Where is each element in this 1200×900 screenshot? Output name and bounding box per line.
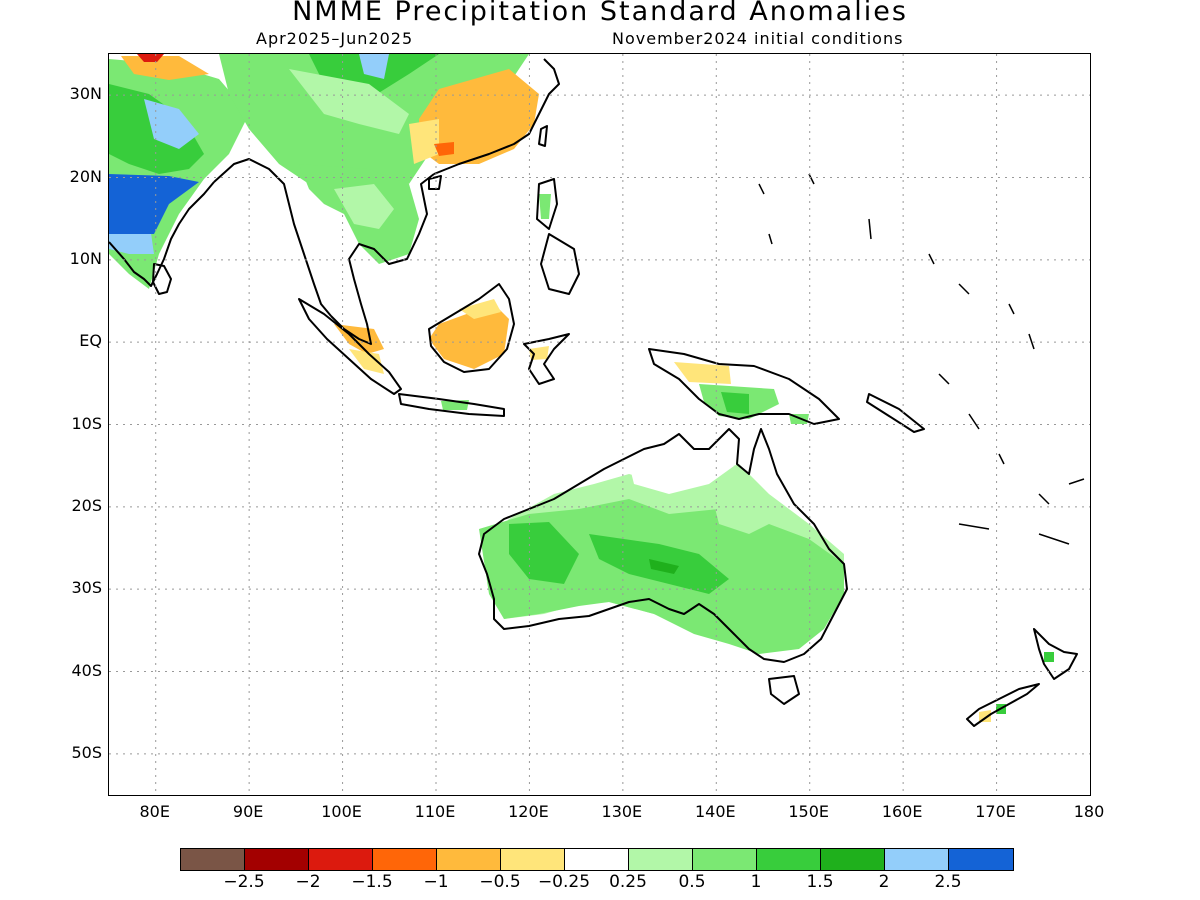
colorbar-tick-label: −1 [423, 872, 449, 892]
colorbar-tick-label: 2.5 [934, 872, 962, 892]
map-plot [109, 54, 1090, 795]
colorbar-swatch [501, 849, 565, 870]
anomaly-region-china-red [434, 142, 454, 156]
coastline-south-china [433, 58, 560, 175]
anomaly-region-india-lightblue [144, 99, 199, 149]
anomaly-region-borneo-orange [429, 304, 509, 369]
colorbar-swatch [629, 849, 693, 870]
anomaly-region-australia-deepgreen [649, 559, 679, 574]
coastline-solomon-islands [866, 393, 925, 433]
colorbar-swatch [693, 849, 757, 870]
map-title: NMME Precipitation Standard Anomalies [292, 0, 908, 27]
colorbar-tick-label: 1 [750, 872, 762, 892]
anomaly-region-nz-yellow [979, 710, 991, 722]
anomaly-region-india-blue [109, 174, 199, 234]
coastline-sumatra [298, 298, 402, 395]
colorbar-tick-label: 0.5 [678, 872, 706, 892]
coastline-nz-north [1033, 628, 1078, 680]
anomaly-region-australia-lightgreen-east [709, 484, 769, 534]
colorbar-tick-label: −2 [295, 872, 321, 892]
colorbar-tick-label: 2 [878, 872, 890, 892]
lon-tick-label: 110E [414, 802, 456, 821]
anomaly-region-china-yellow [409, 119, 439, 164]
lon-tick-label: 130E [601, 802, 643, 821]
lon-tick-label: 140E [694, 802, 736, 821]
coastline-tasmania [768, 675, 800, 705]
coastline-bangladesh-myanmar [213, 158, 332, 317]
colorbar-swatch [309, 849, 373, 870]
lat-tick-label: EQ [79, 331, 102, 351]
forecast-period: Apr2025–Jun2025 [256, 29, 414, 48]
colorbar-swatch [373, 849, 437, 870]
colorbar-tick-label: 1.5 [806, 872, 834, 892]
lat-tick-label: 20N [69, 166, 102, 186]
anomaly-region-indochina-lightgreen [334, 184, 394, 229]
lat-tick-label: 20S [71, 495, 102, 515]
colorbar-tick-label: −0.25 [537, 872, 591, 892]
map-frame [108, 53, 1091, 796]
colorbar-tick-label: 0.25 [609, 872, 647, 892]
lat-tick-label: 40S [71, 660, 102, 680]
colorbar-tick-label: −0.5 [479, 872, 521, 892]
colorbar-tick-label: −2.5 [223, 872, 265, 892]
coastline-sulawesi [523, 333, 570, 385]
colorbar-swatch [437, 849, 501, 870]
anomaly-region-china-orange [419, 69, 539, 164]
lon-tick-label: 160E [881, 802, 923, 821]
lat-tick-label: 10N [69, 248, 102, 268]
colorbar-swatch [565, 849, 629, 870]
colorbar-swatch [885, 849, 949, 870]
coastline-nz-south [966, 683, 1040, 727]
lat-tick-label: 30N [69, 84, 102, 104]
coastline-borneo [428, 283, 515, 373]
anomaly-region-philippines-green [539, 194, 551, 219]
coastline-philippines-luzon [536, 178, 558, 230]
lat-tick-label: 50S [71, 742, 102, 762]
anomaly-region-himalaya-red [137, 54, 164, 62]
lon-tick-label: 180 [1073, 802, 1105, 821]
anomaly-region-borneo-yellow [459, 299, 501, 319]
coastline-sri-lanka [152, 263, 172, 295]
anomaly-region-australia-white-north [629, 449, 734, 494]
lat-tick-label: 10S [71, 413, 102, 433]
coastline-hainan [428, 175, 442, 190]
colorbar-swatch [757, 849, 821, 870]
lon-tick-label: 100E [321, 802, 362, 821]
lat-tick-label: 30S [71, 578, 102, 598]
coastline-malay-peninsula [330, 173, 435, 345]
anomaly-region-australia-darkgreen-west [509, 522, 579, 584]
anomaly-region-nz-darkgreen [1044, 652, 1054, 662]
colorbar [180, 848, 1014, 871]
colorbar-swatch [821, 849, 885, 870]
coastline-java [398, 393, 505, 417]
colorbar-swatch [181, 849, 245, 870]
colorbar-swatch [245, 849, 309, 870]
lon-tick-label: 90E [232, 802, 264, 821]
anomaly-region-himalaya-orange [121, 56, 209, 80]
lon-tick-label: 170E [975, 802, 1016, 821]
anomaly-shading [109, 54, 1054, 722]
initial-conditions: November2024 initial conditions [612, 29, 904, 48]
coastline-philippines-south [540, 233, 580, 295]
anomaly-region-china-lightblue [359, 54, 389, 79]
graticule [109, 54, 1090, 795]
lon-tick-label: 150E [788, 802, 830, 821]
colorbar-swatch [949, 849, 1013, 870]
anomaly-region-newguinea-yellow [674, 362, 731, 384]
colorbar-tick-label: −1.5 [351, 872, 393, 892]
coastline-pacific-islands [758, 173, 1085, 545]
coastline-taiwan [538, 125, 548, 147]
coastline-new-guinea [648, 348, 840, 425]
anomaly-region-newguinea-darkgreen [721, 392, 749, 414]
lon-tick-label: 120E [508, 802, 549, 821]
lon-tick-label: 80E [139, 802, 170, 821]
coastline-india [109, 181, 215, 287]
coastline-australia [478, 428, 848, 663]
anomaly-region-sumatra-yellow [349, 349, 384, 374]
anomaly-region-china-lightgreen [289, 69, 409, 134]
coastlines [109, 58, 1085, 727]
